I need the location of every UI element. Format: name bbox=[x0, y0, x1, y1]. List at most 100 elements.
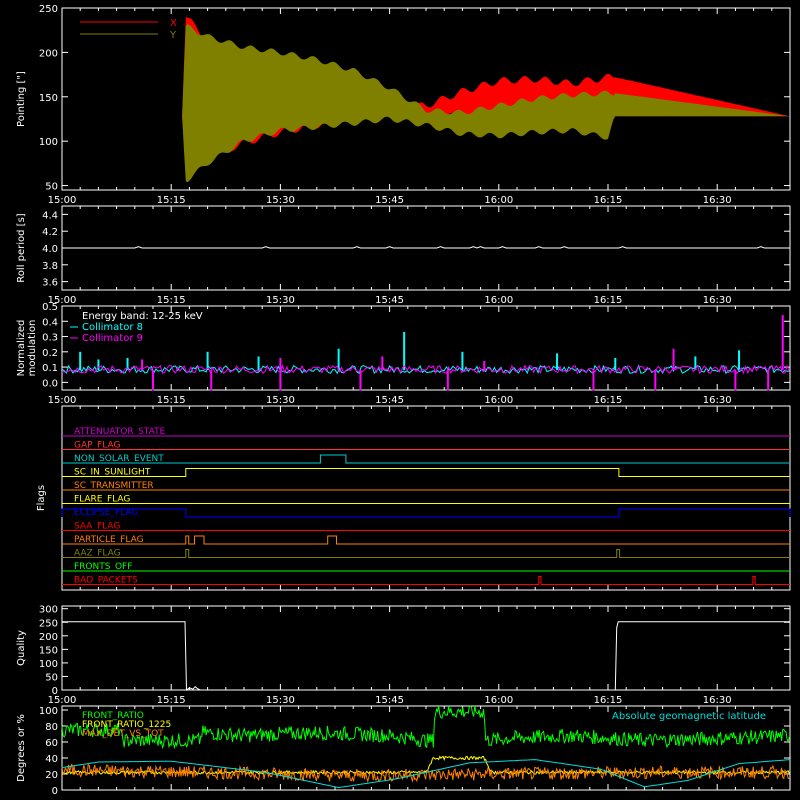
flag-label-saa-flag: SAA_FLAG bbox=[74, 522, 120, 532]
panel-5: 15:00 15:15 15:30 15:45 16:00 16:15 16:30 0 50 10… bbox=[16, 605, 791, 706]
flag-label-flare-flag: FLARE_FLAG bbox=[74, 495, 130, 505]
flag-label-fronts-off: FRONTS_OFF bbox=[74, 562, 132, 572]
ratio-series-3 bbox=[61, 763, 790, 784]
time-tick-label: 16:15 bbox=[594, 695, 623, 706]
ratio-series-4 bbox=[61, 759, 791, 789]
time-tick-label: 15:30 bbox=[266, 295, 295, 306]
modulation-series-9 bbox=[61, 364, 790, 375]
y-tick-label: 150 bbox=[39, 645, 58, 656]
legend-label-collimator-9: Collimator 9 bbox=[82, 333, 143, 344]
time-tick-label: 16:30 bbox=[703, 695, 732, 706]
y-tick-label: 0.3 bbox=[42, 333, 58, 344]
legend-label-collimator-8: Collimator 8 bbox=[82, 322, 143, 333]
y-tick-label: 0 bbox=[52, 686, 58, 697]
time-tick-label: 15:15 bbox=[157, 695, 186, 706]
roll-period-line bbox=[62, 246, 790, 249]
flag-label-bad-packets: BAD_PACKETS bbox=[74, 576, 138, 586]
y-tick-label: 0.5 bbox=[42, 302, 58, 313]
y-tick-label: 250 bbox=[39, 618, 58, 629]
time-tick-label: 15:15 bbox=[157, 295, 186, 306]
y-tick-label: 100 bbox=[39, 659, 58, 670]
time-tick-label: 15:00 bbox=[48, 395, 77, 406]
geomagnetic-latitude-annotation: Absolute geomagnetic latitude bbox=[612, 711, 766, 722]
y-axis-label: Flags bbox=[36, 485, 47, 511]
y-tick-label: 0.0 bbox=[42, 378, 58, 389]
panel-2: 15:00 15:15 15:30 15:45 16:00 16:15 16:30 3.6 3.… bbox=[16, 205, 791, 306]
time-tick-label: 15:30 bbox=[266, 695, 295, 706]
y-tick-label: 80 bbox=[45, 722, 58, 733]
time-tick-label: 16:30 bbox=[703, 395, 732, 406]
time-tick-label: 15:15 bbox=[157, 395, 186, 406]
y-tick-label: 250 bbox=[39, 4, 58, 15]
y-tick-label: 3.6 bbox=[42, 278, 58, 289]
legend-label-y: Y bbox=[169, 30, 177, 41]
y-tick-label: 40 bbox=[45, 754, 58, 765]
y-axis-label: Roll period [s] bbox=[16, 213, 27, 282]
quality-line bbox=[62, 621, 790, 691]
legend-label-max-det-vs-tot: MAX_DET_VS_TOT bbox=[82, 729, 164, 739]
time-tick-label: 16:30 bbox=[703, 195, 732, 206]
y-tick-label: 200 bbox=[39, 632, 58, 643]
time-tick-label: 16:00 bbox=[484, 695, 513, 706]
y-tick-label: 60 bbox=[45, 738, 58, 749]
energy-band-annotation: Energy band: 12-25 keV bbox=[82, 311, 203, 322]
time-tick-label: 15:45 bbox=[375, 195, 404, 206]
time-tick-label: 15:45 bbox=[375, 695, 404, 706]
panel-frame bbox=[61, 605, 791, 691]
ratio-series-1 bbox=[61, 705, 790, 750]
y-tick-label: 150 bbox=[39, 93, 58, 104]
flag-label-particle-flag: PARTICLE_FLAG bbox=[74, 535, 144, 545]
ratio-series-2 bbox=[61, 755, 790, 776]
time-tick-label: 16:15 bbox=[594, 195, 623, 206]
time-tick-label: 15:45 bbox=[375, 295, 404, 306]
y-axis-label: modulation bbox=[27, 320, 38, 377]
flag-line-sc-in-sunlight bbox=[62, 468, 790, 477]
flag-label-gap-flag: GAP_FLAG bbox=[74, 441, 120, 451]
series-band-y bbox=[62, 24, 790, 183]
y-tick-label: 200 bbox=[39, 48, 58, 59]
modulation-series-8 bbox=[61, 364, 790, 375]
y-tick-label: 4.0 bbox=[42, 244, 58, 255]
time-tick-label: 15:45 bbox=[375, 395, 404, 406]
y-tick-label: 100 bbox=[39, 706, 58, 717]
flag-label-aaz-flag: AAZ_FLAG bbox=[74, 549, 121, 559]
flag-label-eclipse-flag: ECLIPSE_FLAG bbox=[74, 508, 138, 518]
panel-3: 15:00 15:15 15:30 15:45 16:00 16:15 16:30 0.0 0.… bbox=[16, 302, 791, 406]
y-tick-label: 0.2 bbox=[42, 348, 58, 359]
panel-6: 0 20 40 60 80 100 Degrees or % FRONT_RATIOFRONT… bbox=[16, 705, 791, 797]
flag-label-attenuator-state: ATTENUATOR_STATE bbox=[74, 427, 166, 437]
time-tick-label: 15:30 bbox=[266, 195, 295, 206]
y-tick-label: 0.4 bbox=[42, 317, 58, 328]
y-tick-label: 20 bbox=[45, 770, 58, 781]
time-tick-label: 15:15 bbox=[157, 195, 186, 206]
legend-label-front-ratio: FRONT_RATIO bbox=[82, 711, 144, 721]
flag-line-bad-packets bbox=[62, 576, 790, 585]
y-tick-label: 100 bbox=[39, 137, 58, 148]
flag-label-sc-transmitter: SC_TRANSMITTER bbox=[74, 481, 154, 491]
flag-line-aaz-flag bbox=[62, 549, 790, 558]
flag-line-non-solar-event bbox=[62, 454, 790, 464]
y-tick-label: 0.1 bbox=[42, 363, 58, 374]
y-tick-label: 50 bbox=[45, 182, 58, 193]
y-tick-label: 300 bbox=[39, 605, 58, 616]
time-tick-label: 16:15 bbox=[594, 395, 623, 406]
time-tick-label: 15:00 bbox=[48, 195, 77, 206]
flag-line-eclipse-flag bbox=[61, 508, 791, 518]
panel-4: Flags ATTENUATOR_STATE GAP_FLAG NON_SOLAR_E… bbox=[36, 405, 791, 591]
y-tick-label: 0 bbox=[52, 786, 58, 797]
time-tick-label: 16:15 bbox=[594, 295, 623, 306]
panel-1: 15:00 15:15 15:30 15:45 16:00 16:15 16:30 50 100… bbox=[16, 4, 791, 206]
y-axis-label: Pointing ["] bbox=[16, 71, 27, 127]
y-axis-label: Degrees or % bbox=[16, 714, 27, 782]
time-tick-label: 16:00 bbox=[484, 295, 513, 306]
legend-label-front-ratio-1225: FRONT_RATIO_1225 bbox=[82, 720, 171, 730]
y-tick-label: 4.2 bbox=[42, 227, 58, 238]
plot-stack: 15:00 15:15 15:30 15:45 16:00 16:15 16:30 50 100… bbox=[16, 4, 791, 797]
time-tick-label: 16:00 bbox=[484, 395, 513, 406]
legend-label-x: X bbox=[170, 18, 177, 29]
time-tick-label: 16:30 bbox=[703, 295, 732, 306]
time-tick-label: 16:00 bbox=[484, 195, 513, 206]
time-tick-label: 15:00 bbox=[48, 295, 77, 306]
y-axis-label: Normalized bbox=[16, 320, 27, 377]
